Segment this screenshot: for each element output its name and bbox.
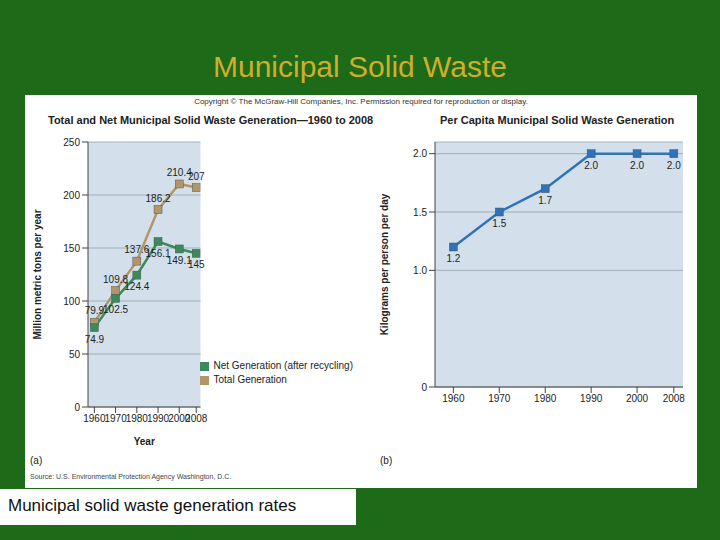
svg-text:210.4: 210.4 [166, 167, 192, 178]
svg-text:1.7: 1.7 [538, 195, 552, 206]
svg-text:1960: 1960 [83, 413, 106, 424]
svg-text:102.5: 102.5 [103, 304, 128, 315]
svg-text:156.1: 156.1 [145, 247, 171, 259]
html-text:Municipal solid waste generati: Municipal solid waste generation rates [8, 496, 297, 515]
svg-text:1.5: 1.5 [492, 218, 506, 229]
svg-text:2.0: 2.0 [630, 160, 644, 171]
svg-text:109.8: 109.8 [103, 273, 129, 285]
svg-text:2.0: 2.0 [584, 160, 598, 171]
svg-text:Kilograms per person per day: Kilograms per person per day [379, 193, 390, 335]
svg-text:124.4: 124.4 [124, 281, 149, 292]
svg-text:207: 207 [188, 171, 205, 182]
svg-text:2000: 2000 [626, 393, 649, 404]
html-text:Municipal Solid Waste: Municipal Solid Waste [213, 50, 507, 83]
svg-text:0: 0 [74, 402, 80, 413]
html-text:(b): (b) [380, 455, 393, 466]
svg-text:1.5: 1.5 [413, 207, 427, 218]
svg-text:2.0: 2.0 [667, 160, 681, 171]
html-text:Net Generation (after recyclin: Net Generation (after recycling) [213, 360, 353, 371]
html-text:Per Capita Municipal Solid Was: Per Capita Municipal Solid Waste Generat… [440, 114, 675, 126]
svg-text:1970: 1970 [488, 393, 511, 404]
svg-text:2008: 2008 [185, 413, 208, 424]
svg-text:79.9: 79.9 [85, 305, 105, 316]
svg-text:2008: 2008 [663, 393, 686, 404]
svg-text:250: 250 [63, 137, 80, 148]
svg-text:50: 50 [69, 349, 81, 360]
svg-text:100: 100 [63, 296, 80, 307]
html-text:Source: U.S. Environmental Pro: Source: U.S. Environmental Protection Ag… [30, 473, 232, 480]
svg-text:150: 150 [63, 243, 80, 254]
svg-text:149.1: 149.1 [166, 255, 192, 267]
svg-text:74.9: 74.9 [85, 334, 105, 345]
svg-text:1990: 1990 [147, 413, 170, 424]
html-text:(a): (a) [30, 455, 43, 466]
svg-text:137.6: 137.6 [124, 244, 150, 256]
svg-text:200: 200 [63, 190, 80, 201]
svg-text:0: 0 [421, 382, 427, 393]
svg-text:186.2: 186.2 [146, 193, 171, 204]
svg-text:1.0: 1.0 [413, 265, 427, 276]
svg-text:1970: 1970 [104, 413, 127, 424]
svg-text:1960: 1960 [442, 393, 465, 404]
svg-text:1980: 1980 [534, 393, 557, 404]
html-text:Copyright © The McGraw-Hill Co: Copyright © The McGraw-Hill Companies, I… [194, 97, 528, 106]
svg-text:145: 145 [188, 259, 205, 270]
svg-text:Million metric tons per year: Million metric tons per year [32, 209, 43, 339]
svg-text:2.0: 2.0 [413, 148, 427, 159]
svg-text:2000: 2000 [168, 413, 191, 425]
svg-text:1980: 1980 [126, 413, 149, 424]
svg-text:1990: 1990 [580, 393, 603, 404]
svg-text:Year: Year [134, 436, 155, 447]
html-text:Total and Net Municipal Solid: Total and Net Municipal Solid Waste Gene… [48, 114, 374, 126]
svg-text:1.2: 1.2 [446, 253, 460, 264]
html-text:Total Generation: Total Generation [213, 374, 287, 385]
